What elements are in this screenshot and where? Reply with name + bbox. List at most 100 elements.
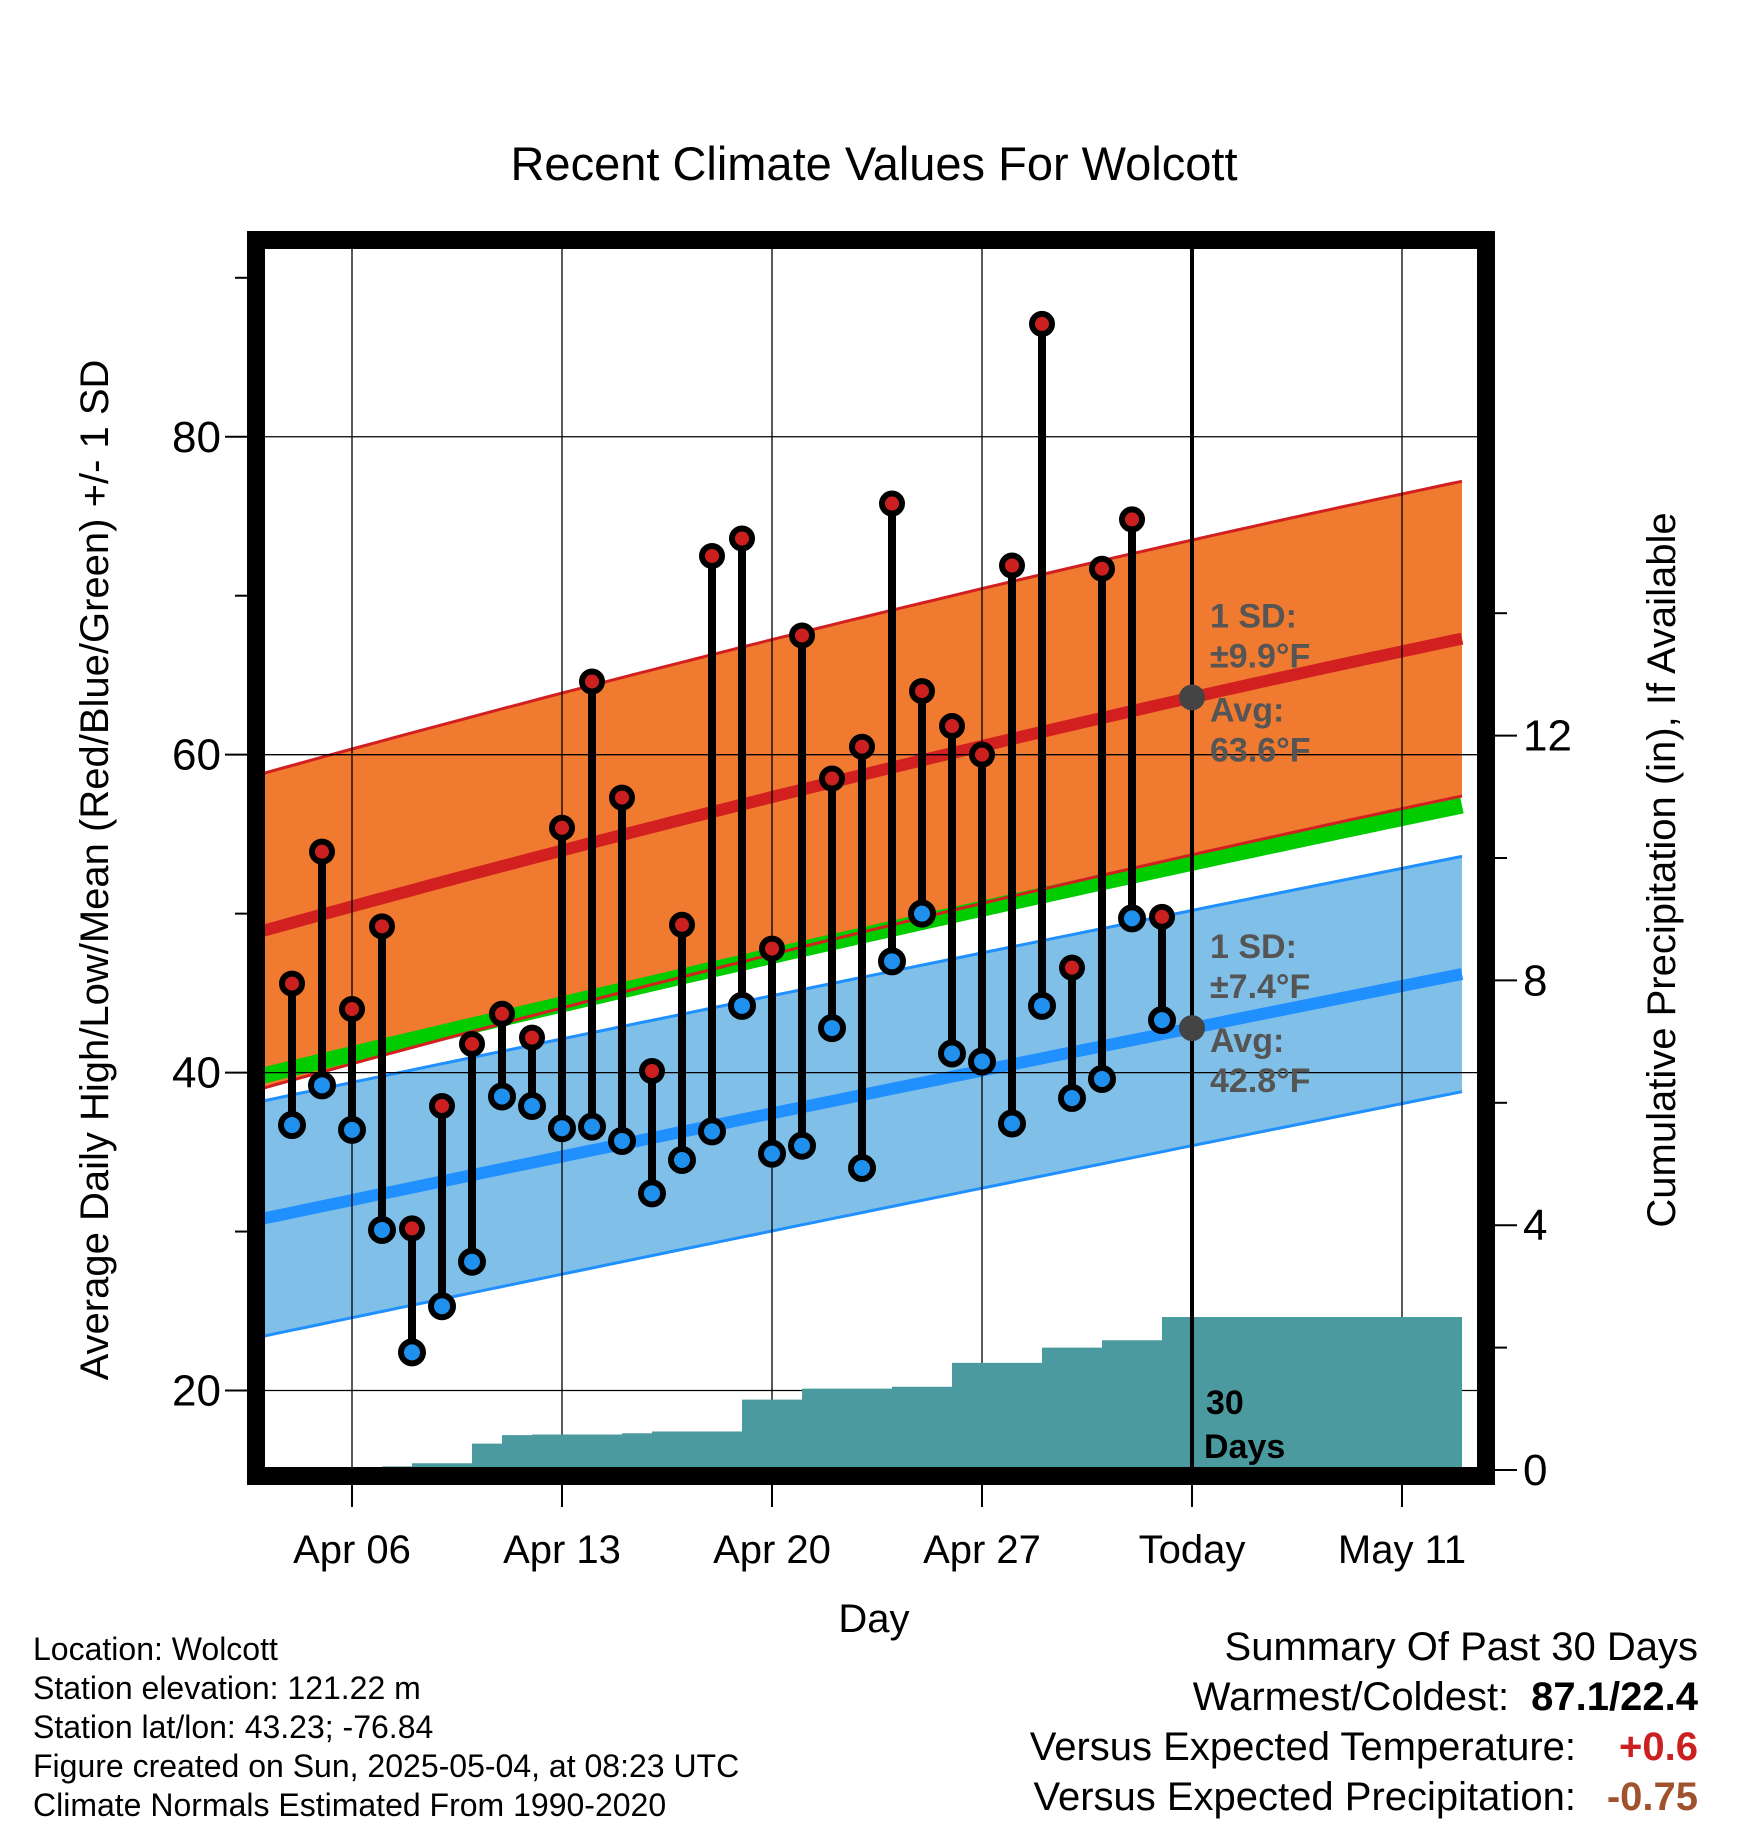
temp-vs-expected-value: +0.6 <box>1619 1725 1698 1769</box>
high-temp-point <box>549 814 575 841</box>
high-avg-dot <box>1179 684 1205 711</box>
low-temp-point <box>1118 904 1146 933</box>
high-sd-upper-line <box>262 479 1463 776</box>
high-temp-point <box>369 913 395 940</box>
high-temp-point <box>939 713 965 740</box>
elevation-text: Station elevation: 121.22 m <box>33 1670 421 1706</box>
high-sd-value: ±9.9°F <box>1210 637 1310 675</box>
low-temp-point <box>578 1112 606 1141</box>
low-temp-point <box>1028 991 1056 1020</box>
precip-days-label: Days <box>1204 1428 1285 1466</box>
high-temp-point <box>669 911 695 938</box>
high-temp-point <box>519 1024 545 1051</box>
low-temp-point <box>848 1153 876 1182</box>
y-tick-label-40: 40 <box>172 1049 221 1098</box>
location-text: Location: Wolcott <box>33 1631 278 1667</box>
low-temp-point <box>698 1117 726 1146</box>
high-temp-point <box>849 733 875 760</box>
summary-title: Summary Of Past 30 Days <box>1224 1625 1698 1669</box>
temp-vs-expected-label: Versus Expected Temperature: <box>1029 1725 1576 1769</box>
high-temp-point <box>969 741 995 768</box>
high-temp-point <box>279 970 305 997</box>
x-tick-label-1: Apr 13 <box>503 1528 621 1572</box>
high-temp-point <box>1149 903 1175 930</box>
low-temp-point <box>308 1071 336 1100</box>
high-temp-point <box>1059 954 1085 981</box>
low-temp-point <box>668 1146 696 1175</box>
high-temp-point <box>639 1058 665 1085</box>
low-temp-point <box>758 1139 786 1168</box>
summary-warm-cold-row: Warmest/Coldest: 87.1/22.4 <box>1030 1672 1698 1722</box>
low-sd-label: 1 SD: <box>1210 928 1297 966</box>
x-axis-label: Day <box>838 1597 909 1641</box>
low-temp-point <box>1148 1006 1176 1035</box>
low-temp-point <box>368 1215 396 1244</box>
created-text: Figure created on Sun, 2025-05-04, at 08… <box>33 1748 740 1784</box>
low-sd-lower-line <box>262 1090 1463 1338</box>
precip-vs-expected-value: -0.75 <box>1606 1775 1698 1819</box>
high-temp-point <box>699 542 725 569</box>
low-temp-point <box>908 899 936 928</box>
x-tick-label-2: Apr 20 <box>713 1528 831 1572</box>
low-temp-point <box>488 1082 516 1111</box>
chart-title: Recent Climate Values For Wolcott <box>510 137 1237 190</box>
x-tick-label-3: Apr 27 <box>923 1528 1041 1572</box>
precip-area <box>292 1317 1462 1470</box>
summary-temp-row: Versus Expected Temperature: +0.6 <box>1030 1722 1698 1772</box>
low-avg-dot <box>1179 1015 1205 1042</box>
high-temp-point <box>759 935 785 962</box>
high-temp-point <box>999 552 1025 579</box>
precip-days-number: 30 <box>1206 1384 1244 1422</box>
high-temp-point <box>609 784 635 811</box>
high-temp-point <box>339 996 365 1023</box>
y-tick-label-20: 20 <box>172 1367 221 1416</box>
low-temp-point <box>398 1338 426 1367</box>
low-temp-point <box>878 947 906 976</box>
y2-tick-label-0: 0 <box>1523 1446 1547 1495</box>
low-avg-label: Avg: <box>1210 1022 1284 1060</box>
low-temp-point <box>998 1109 1026 1138</box>
y2-axis-label: Cumulative Precipitation (in), If Availa… <box>1640 512 1684 1227</box>
low-temp-point <box>608 1126 636 1155</box>
low-temp-point <box>1058 1084 1086 1113</box>
high-temp-point <box>819 765 845 792</box>
low-temp-point <box>968 1047 996 1076</box>
plot-frame <box>247 231 1495 1485</box>
high-temp-point <box>909 678 935 705</box>
y-tick-label-60: 60 <box>172 731 221 780</box>
low-temp-point <box>428 1292 456 1321</box>
low-temp-point <box>638 1179 666 1208</box>
low-temp-point <box>548 1114 576 1143</box>
high-temp-point <box>579 668 605 695</box>
low-temp-point <box>458 1247 486 1276</box>
high-temp-point <box>789 622 815 649</box>
y2-tick-label-12: 12 <box>1523 712 1572 761</box>
high-temp-point <box>1119 506 1145 533</box>
high-temp-point <box>399 1215 425 1242</box>
high-temp-point <box>459 1030 485 1057</box>
high-temp-point <box>879 490 905 517</box>
high-temp-point <box>309 838 335 865</box>
high-temp-point <box>429 1092 455 1119</box>
warm-cold-value: 87.1/22.4 <box>1531 1675 1698 1719</box>
y2-tick-label-8: 8 <box>1523 956 1547 1005</box>
high-avg-label: Avg: <box>1210 691 1284 729</box>
latlon-text: Station lat/lon: 43.23; -76.84 <box>33 1709 434 1745</box>
y-tick-label-80: 80 <box>172 413 221 462</box>
summary-panel: Summary Of Past 30 Days Warmest/Coldest:… <box>1030 1622 1698 1822</box>
high-temp-point <box>1029 310 1055 337</box>
low-temp-point <box>938 1039 966 1068</box>
precip-vs-expected-label: Versus Expected Precipitation: <box>1033 1775 1576 1819</box>
y-axis-label: Average Daily High/Low/Mean (Red/Blue/Gr… <box>73 360 117 1381</box>
x-tick-label-0: Apr 06 <box>293 1528 411 1572</box>
low-temp-point <box>518 1091 546 1120</box>
warm-cold-label: Warmest/Coldest: <box>1192 1675 1510 1719</box>
low-temp-point <box>728 991 756 1020</box>
summary-precip-row: Versus Expected Precipitation: -0.75 <box>1030 1772 1698 1822</box>
x-tick-label-4: Today <box>1139 1528 1246 1572</box>
normals-text: Climate Normals Estimated From 1990-2020 <box>33 1787 667 1823</box>
y2-tick-label-4: 4 <box>1523 1201 1547 1250</box>
low-temp-point <box>788 1131 816 1160</box>
x-tick-label-5: May 11 <box>1338 1528 1466 1572</box>
high-avg-value: 63.6°F <box>1210 731 1311 769</box>
